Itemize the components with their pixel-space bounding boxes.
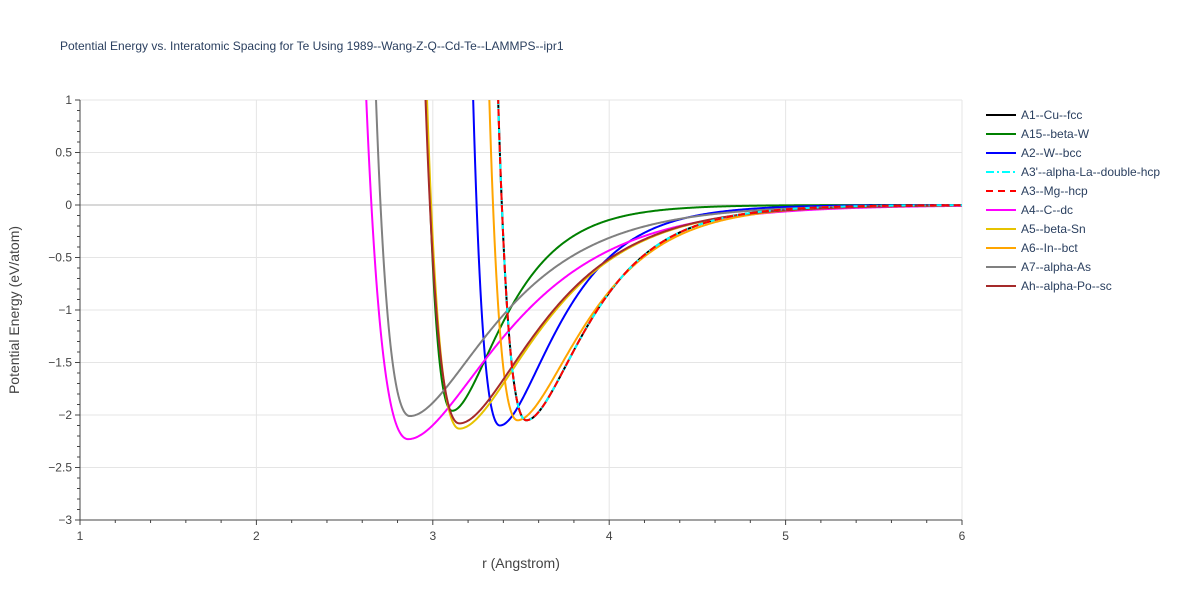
series-line-Ah--alpha-Po--sc xyxy=(424,100,962,425)
axes xyxy=(75,99,963,525)
legend-label: A7--alpha-As xyxy=(1021,260,1091,274)
y-tick-labels: 1 0.5 0 −0.5 −1 −1.5 −2 −2.5 −3 xyxy=(48,93,72,527)
series-line-A2--W--bcc xyxy=(472,100,962,427)
legend-item[interactable]: A7--alpha-As xyxy=(986,260,1091,274)
legend-label: A2--W--bcc xyxy=(1021,146,1081,160)
y-tick-label: −2.5 xyxy=(48,461,72,475)
series-line-A15--beta-W xyxy=(425,100,962,412)
legend-item[interactable]: A3--Mg--hcp xyxy=(986,184,1088,198)
legend-label: A1--Cu--fcc xyxy=(1021,108,1082,122)
series-line-A7--alpha-As xyxy=(375,100,962,418)
legend-label: A5--beta-Sn xyxy=(1021,222,1086,236)
y-tick-label: −2 xyxy=(58,408,72,422)
legend[interactable]: A1--Cu--fcc A15--beta-W A2--W--bcc A3'--alp… xyxy=(986,108,1160,293)
y-tick-label: −3 xyxy=(58,513,72,527)
y-tick-label: 0.5 xyxy=(55,146,72,160)
legend-item[interactable]: A5--beta-Sn xyxy=(986,222,1086,236)
series-layer xyxy=(365,100,962,441)
x-tick-label: 2 xyxy=(253,529,260,543)
series-line-A3--Mg--hcp xyxy=(497,100,962,422)
legend-item[interactable]: A3'--alpha-La--double-hcp xyxy=(986,165,1160,179)
y-tick-label: −0.5 xyxy=(48,251,72,265)
legend-label: A4--C--dc xyxy=(1021,203,1073,217)
y-axis-title: Potential Energy (eV/atom) xyxy=(6,226,22,394)
x-tick-label: 3 xyxy=(429,529,436,543)
legend-label: A3'--alpha-La--double-hcp xyxy=(1021,165,1160,179)
x-tick-label: 5 xyxy=(782,529,789,543)
x-tick-label: 1 xyxy=(77,529,84,543)
legend-item[interactable]: A6--In--bct xyxy=(986,241,1078,255)
y-tick-label: −1 xyxy=(58,303,72,317)
legend-label: A3--Mg--hcp xyxy=(1021,184,1088,198)
legend-item[interactable]: A1--Cu--fcc xyxy=(986,108,1082,122)
chart-title: Potential Energy vs. Interatomic Spacing… xyxy=(60,39,564,53)
x-axis-title: r (Angstrom) xyxy=(482,555,560,571)
series-line-A6--In--bct xyxy=(488,100,962,422)
series-line-A4--C--dc xyxy=(365,100,962,441)
grid xyxy=(80,99,963,521)
y-tick-label: 0 xyxy=(65,198,72,212)
legend-label: A15--beta-W xyxy=(1021,127,1090,141)
y-tick-label: −1.5 xyxy=(48,356,72,370)
series-line-A5--beta-Sn xyxy=(426,100,962,430)
legend-item[interactable]: A2--W--bcc xyxy=(986,146,1081,160)
y-tick-label: 1 xyxy=(65,93,72,107)
legend-label: Ah--alpha-Po--sc xyxy=(1021,279,1112,293)
legend-item[interactable]: A15--beta-W xyxy=(986,127,1090,141)
legend-item[interactable]: A4--C--dc xyxy=(986,203,1073,217)
x-tick-labels: 1 2 3 4 5 6 xyxy=(77,529,966,543)
x-tick-label: 4 xyxy=(606,529,613,543)
legend-item[interactable]: Ah--alpha-Po--sc xyxy=(986,279,1112,293)
legend-label: A6--In--bct xyxy=(1021,241,1078,255)
x-tick-label: 6 xyxy=(959,529,966,543)
